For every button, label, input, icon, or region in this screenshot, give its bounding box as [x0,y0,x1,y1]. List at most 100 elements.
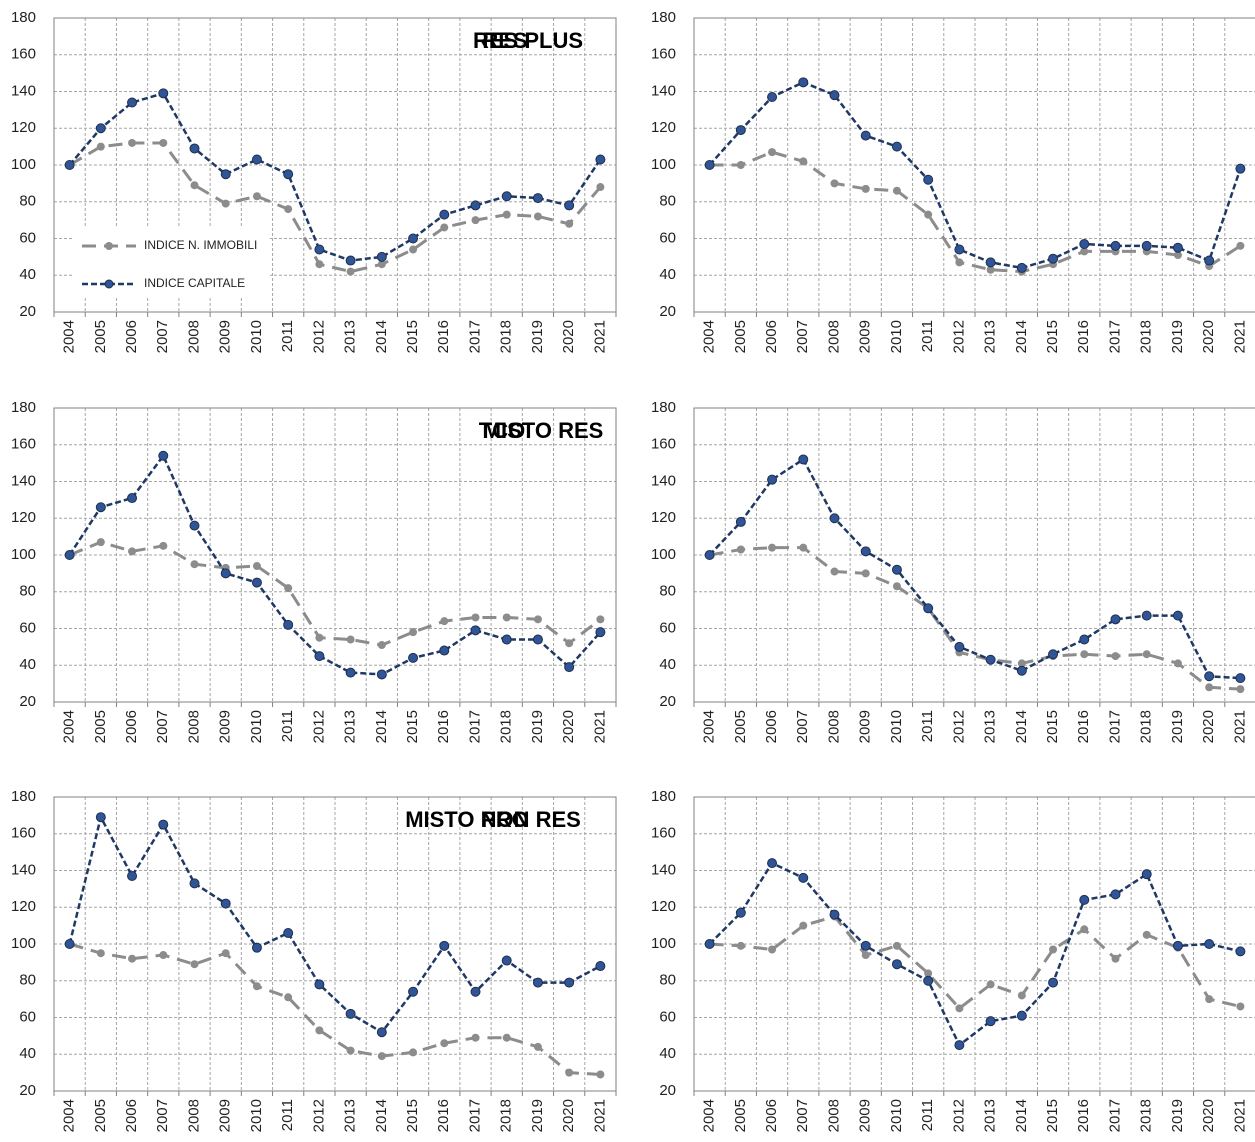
point [798,77,809,88]
point [1048,649,1059,660]
point [891,564,902,575]
x-tick-label: 2020 [560,320,577,353]
y-tick-label: 140 [11,82,36,99]
point [1172,940,1183,951]
x-tick-label: 2007 [154,710,171,743]
y-tick-label: 80 [19,193,36,210]
y-tick-label: 80 [19,972,36,989]
x-tick-label: 2011 [919,710,936,742]
x-tick-label: 2015 [1044,320,1061,353]
point [830,179,839,188]
chart-panel: 20 40 60 80 100 120 140 160 180 2004 2005 2006 2007 2… [11,788,617,1132]
point [954,641,965,652]
y-tick-label: 60 [659,1008,676,1025]
point [471,1033,480,1042]
point [595,154,606,165]
x-tick-label: 2006 [763,320,780,353]
y-tick-label: 180 [11,788,36,805]
point [128,954,137,963]
point [439,209,450,220]
point [1142,650,1151,659]
point [736,161,745,169]
x-tick-label: 2005 [92,710,109,743]
point [346,635,355,644]
point [1204,671,1215,682]
y-tick-label: 140 [651,472,676,489]
x-tick-label: 2020 [560,1099,577,1132]
x-tick-label: 2015 [404,1099,421,1132]
point [1173,251,1182,260]
x-tick-label: 2020 [1200,320,1217,353]
point [596,1070,605,1079]
point [409,628,418,637]
point [799,543,808,552]
point [284,205,293,214]
y-tick-label: 80 [19,583,36,600]
point [1204,939,1215,949]
x-tick-label: 2007 [154,1099,171,1132]
point [440,617,449,626]
y-tick-label: 20 [659,693,676,710]
x-tick-label: 2009 [857,1099,874,1132]
x-tick-label: 2009 [217,1099,234,1132]
point [565,1068,574,1077]
point [128,547,137,556]
x-tick-label: 2010 [888,320,905,353]
point [314,244,325,255]
point [1205,683,1214,692]
point [502,210,511,219]
point [923,603,934,614]
y-tick-label: 120 [651,509,676,526]
x-tick-label: 2008 [825,710,842,743]
x-tick-label: 2019 [529,320,546,353]
point [64,160,75,170]
point [1017,659,1026,668]
series-line [708,457,1241,680]
y-tick-label: 120 [11,119,36,136]
series-line [708,861,1241,1047]
x-tick-label: 2012 [310,320,327,353]
x-tick-label: 2008 [825,320,842,353]
x-tick-label: 2017 [466,1099,483,1132]
point [767,92,778,103]
x-tick-label: 2007 [794,710,811,743]
point [1016,1010,1027,1021]
x-tick-label: 2021 [1231,710,1248,743]
x-tick-label: 2018 [498,320,515,353]
y-tick-label: 60 [19,1008,36,1025]
point [1141,610,1152,621]
point [985,1016,996,1027]
chart-panel: 20 40 60 80 100 120 140 160 180 2004 2005 2006 2007 2… [479,399,1255,743]
point [924,969,933,978]
chart-panel: 20 40 60 80 100 120 140 160 180 2004 2005 2006 2007 2… [473,9,1255,353]
point [221,949,230,958]
x-tick-label: 2013 [982,320,999,353]
y-tick-label: 160 [11,825,36,842]
point [95,123,106,134]
point [767,858,778,869]
point [127,493,138,504]
point [190,181,199,190]
point [1235,673,1246,684]
legend-marker [105,242,113,250]
point [377,641,386,650]
point [64,550,75,560]
x-tick-label: 2009 [857,710,874,743]
chart-title: RES PLUS [473,28,583,53]
point [1235,946,1246,957]
point [376,251,387,262]
point [829,513,840,524]
x-tick-label: 2017 [1106,1099,1123,1132]
y-tick-label: 100 [11,935,36,952]
x-tick-label: 2018 [1138,1099,1155,1132]
x-tick-label: 2019 [529,710,546,743]
x-tick-label: 2011 [919,1099,936,1131]
x-tick-label: 2018 [1138,320,1155,353]
x-tick-label: 2005 [92,320,109,353]
point [736,941,745,950]
x-tick-label: 2013 [342,1099,359,1132]
point [470,200,481,211]
point [1079,634,1090,645]
y-tick-label: 100 [11,546,36,563]
series-line [68,141,602,274]
